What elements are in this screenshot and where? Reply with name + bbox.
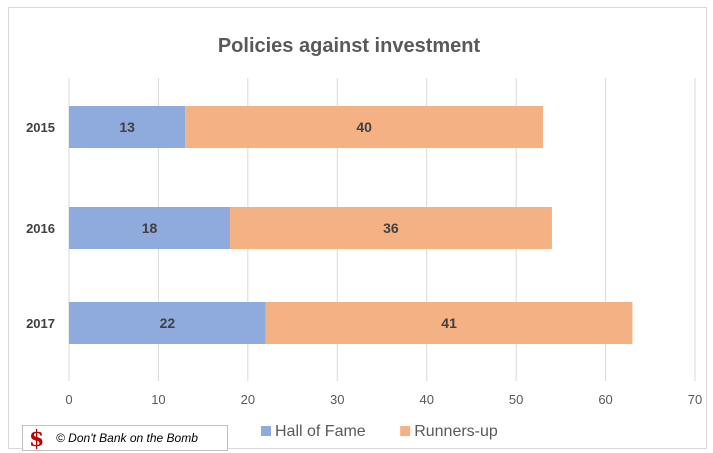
data-label: 22: [160, 315, 176, 331]
legend: Hall of Fame Runners-up: [261, 423, 498, 440]
bars: [69, 106, 633, 344]
x-tick-label: 20: [241, 392, 255, 407]
watermark-box: $ © Don't Bank on the Bomb: [22, 425, 228, 452]
data-label: 13: [119, 119, 135, 135]
chart-title: Policies against investment: [218, 35, 481, 57]
legend-label: Runners-up: [414, 423, 498, 440]
bar-segment: [229, 207, 552, 249]
data-label: 40: [356, 119, 372, 135]
bar-segment: [265, 302, 633, 344]
bar-segment: [185, 106, 543, 148]
legend-swatch: [261, 426, 271, 436]
legend-swatch: [400, 426, 411, 436]
data-label: 18: [142, 220, 158, 236]
x-tick-label: 0: [65, 392, 72, 407]
x-tick-label: 40: [419, 392, 433, 407]
data-label: 36: [383, 220, 399, 236]
chart-frame: 0 10 20 30 40 50 60 70 13 40 2015 18 36 2016 22 41 2017 …: [8, 7, 707, 449]
legend-label: Hall of Fame: [275, 423, 366, 440]
x-tick-label: 70: [688, 392, 702, 407]
y-category-label: 2017: [26, 316, 55, 331]
bar-segment: [69, 302, 266, 344]
dollar-logo-icon: $: [29, 426, 45, 452]
bar-segment: [69, 106, 186, 148]
bar-segment: [69, 207, 230, 249]
x-tick-label: 60: [598, 392, 612, 407]
y-category-label: 2016: [26, 221, 55, 236]
labels: 0 10 20 30 40 50 60 70 13 40 2015 18 36 2016 22 41 2017: [26, 119, 702, 407]
data-label: 41: [441, 315, 457, 331]
y-category-label: 2015: [26, 120, 55, 135]
watermark-text: © Don't Bank on the Bomb: [56, 431, 198, 445]
x-tick-label: 50: [509, 392, 523, 407]
x-tick-label: 30: [330, 392, 344, 407]
x-tick-label: 10: [151, 392, 165, 407]
